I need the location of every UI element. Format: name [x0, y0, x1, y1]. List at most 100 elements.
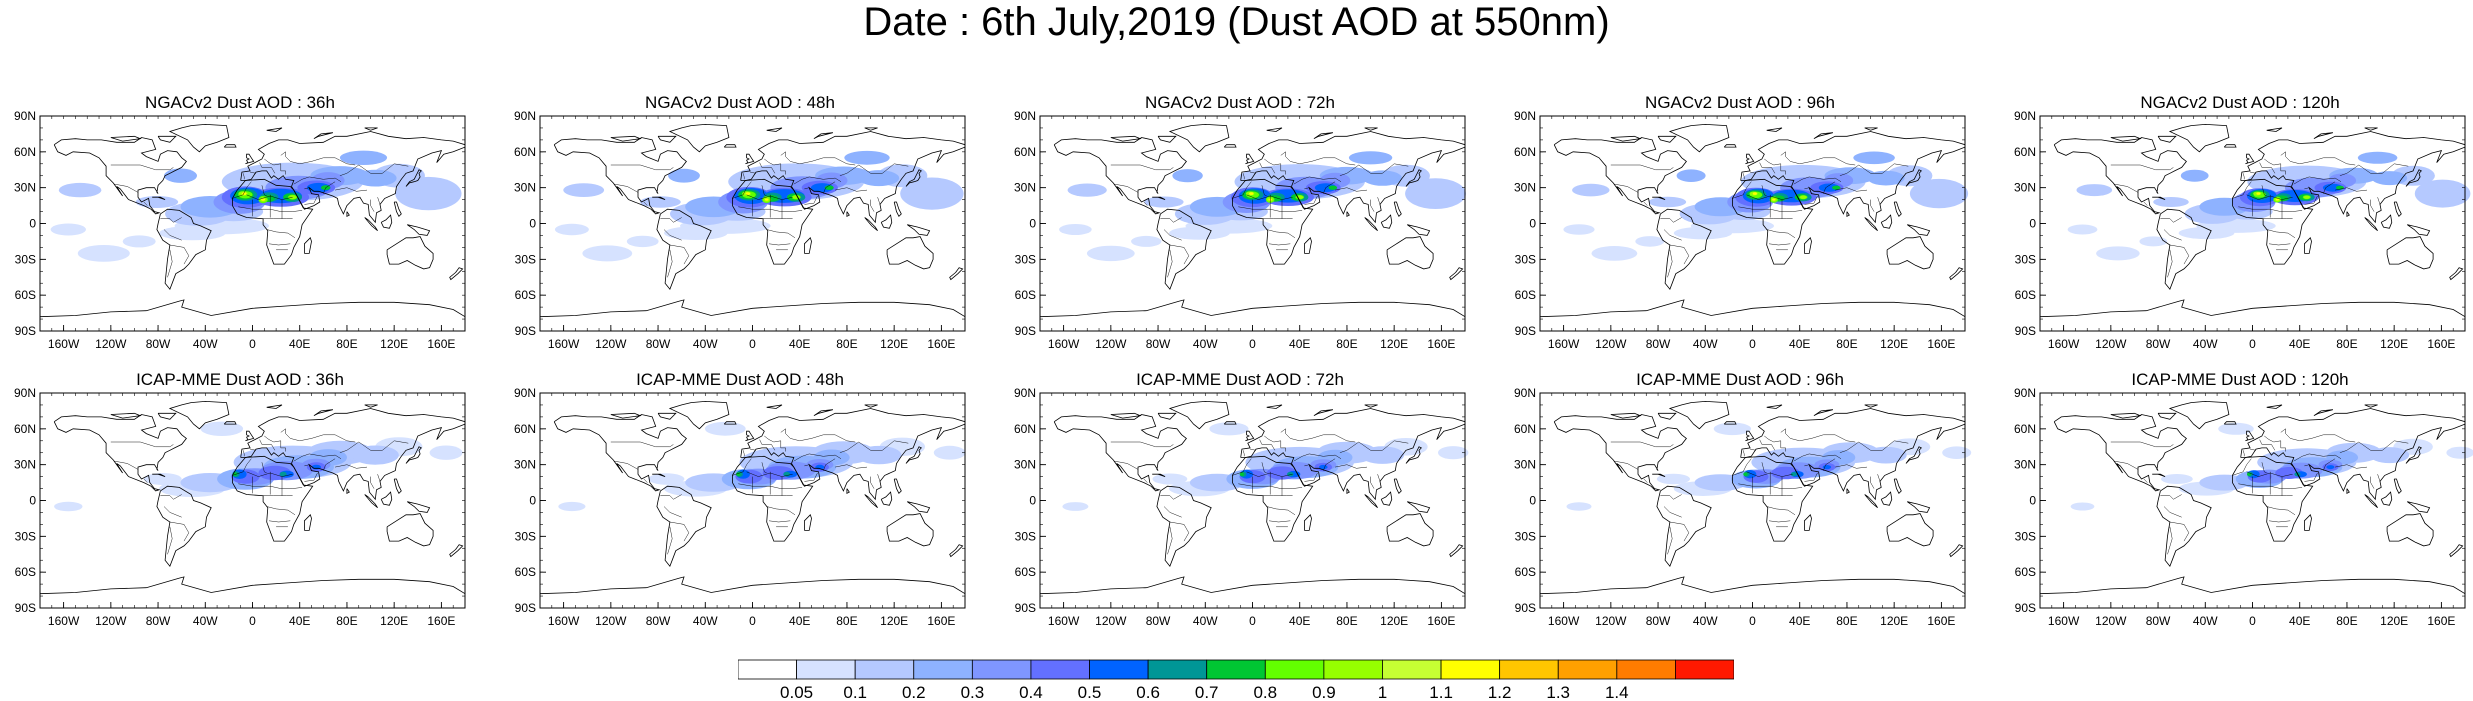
country-border	[1323, 458, 1336, 471]
coastline	[1539, 576, 1966, 595]
coastline	[2039, 299, 2466, 318]
country-border	[660, 217, 682, 223]
coastline	[1803, 514, 1812, 531]
dust-aod-shading	[1942, 446, 1972, 459]
coastline	[1039, 299, 1466, 318]
coastline	[539, 576, 966, 595]
coastline	[1864, 217, 1878, 232]
lat-tick-label: 60N	[2014, 422, 2036, 436]
country-border	[110, 441, 174, 448]
country-border	[163, 506, 182, 518]
country-border	[1732, 458, 1752, 476]
lon-tick-label: 40E	[2289, 337, 2310, 351]
dust-aod-shading	[2153, 197, 2189, 207]
lon-tick-label: 160W	[1548, 337, 1580, 351]
lat-tick-label: 90S	[1015, 324, 1036, 338]
country-border	[2377, 197, 2381, 205]
country-border	[1268, 243, 1291, 246]
coastline	[893, 201, 902, 217]
coastline	[1886, 513, 1934, 547]
country-border	[1242, 450, 1245, 457]
country-border	[1304, 195, 1318, 205]
coastline	[313, 409, 333, 417]
coastline	[364, 404, 378, 408]
coastline	[1553, 137, 1687, 215]
dust-aod-shading	[2414, 179, 2471, 208]
country-border	[2323, 181, 2336, 194]
country-border	[742, 173, 745, 180]
country-border	[1377, 474, 1381, 482]
panel-title: ICAP-MME Dust AOD : 120h	[2131, 370, 2349, 389]
lon-tick-label: 80E	[1836, 337, 1857, 351]
coastline	[1553, 414, 1687, 492]
country-border	[1242, 173, 1245, 180]
coastline	[1906, 224, 1931, 236]
coastline	[1110, 412, 1142, 419]
coastline	[1656, 485, 1712, 567]
coastline	[2380, 214, 2393, 229]
coastline	[2313, 409, 2333, 417]
coastline	[380, 491, 393, 506]
country-border	[804, 187, 810, 190]
dust-aod-shading	[1328, 185, 1338, 190]
lon-tick-label: 120E	[880, 337, 908, 351]
lon-tick-label: 40E	[289, 614, 310, 628]
coastline	[2386, 236, 2434, 270]
country-border	[780, 151, 856, 166]
lat-tick-label: 90S	[2015, 324, 2036, 338]
country-border	[1293, 176, 1342, 185]
coastline	[880, 214, 893, 229]
colorbar-swatch	[1323, 659, 1383, 680]
country-border	[823, 181, 836, 194]
lon-tick-label: 160W	[2048, 337, 2080, 351]
lat-tick-label: 0	[29, 494, 36, 508]
coastline	[1864, 404, 1878, 408]
country-border	[877, 197, 881, 205]
country-border	[738, 483, 803, 489]
dust-aod-shading	[2256, 192, 2261, 195]
coastline	[2156, 485, 2212, 567]
coastline	[1313, 132, 1333, 140]
country-border	[268, 520, 291, 523]
country-border	[804, 472, 818, 482]
colorbar-label: 0.8	[1253, 683, 1277, 701]
dust-aod-shading	[50, 223, 86, 236]
lat-tick-label: 60S	[1515, 565, 1536, 579]
country-border	[250, 448, 257, 451]
map-panel: NGACv2 Dust AOD : 72h 90N 60N 30N 0 30S 60S 90S…	[1000, 93, 1480, 351]
country-border	[1264, 435, 1286, 452]
coastline	[1657, 412, 1677, 420]
coastline	[2053, 414, 2187, 492]
lon-tick-label: 0	[2249, 614, 2256, 628]
country-border	[1660, 217, 1682, 223]
dust-aod-shading	[1832, 185, 1841, 190]
coastline	[813, 132, 833, 140]
country-border	[2335, 187, 2368, 192]
coastline	[893, 478, 902, 494]
lat-tick-label: 90S	[15, 324, 36, 338]
coastline	[266, 404, 283, 409]
country-border	[2143, 478, 2148, 483]
colorbar-swatch	[1616, 659, 1676, 680]
lat-tick-label: 90N	[14, 386, 36, 400]
country-border	[339, 163, 409, 176]
coastline	[1053, 137, 1187, 215]
lat-tick-label: 60S	[2015, 288, 2036, 302]
country-border	[304, 472, 318, 482]
dust-aod-shading	[1067, 183, 1107, 197]
country-border	[114, 460, 139, 470]
dust-aod-shading	[1239, 472, 1245, 476]
country-border	[2268, 520, 2291, 523]
world-map: 90N 60N 30N 0 30S 60S 90S 160W 120W 80W 40W 0 40E 80E…	[1514, 109, 1969, 351]
lon-tick-label: 120E	[2380, 337, 2408, 351]
country-border	[1614, 183, 1639, 193]
lon-tick-label: 160E	[2427, 337, 2455, 351]
country-border	[1766, 506, 1796, 515]
coastline	[1864, 494, 1878, 509]
dust-aod-shading	[1287, 472, 1294, 477]
country-border	[261, 462, 267, 474]
lon-tick-label: 40W	[193, 614, 218, 628]
country-border	[793, 453, 842, 462]
country-border	[1370, 199, 1375, 212]
country-border	[804, 195, 818, 205]
